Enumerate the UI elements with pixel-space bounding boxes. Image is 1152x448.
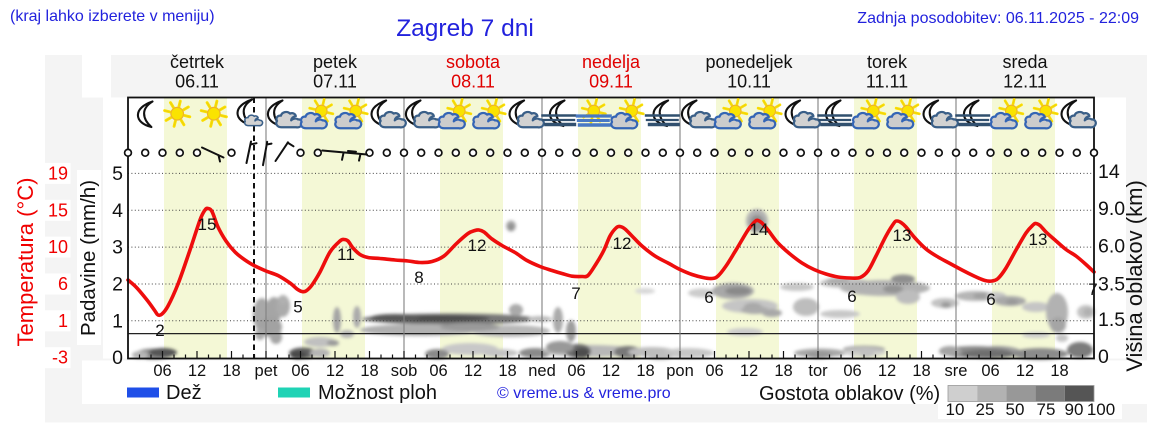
svg-text:100: 100 [1087, 400, 1115, 419]
svg-text:ned: ned [528, 362, 556, 380]
svg-text:petek: petek [313, 52, 358, 72]
svg-text:10.11: 10.11 [727, 72, 771, 92]
svg-text:8: 8 [414, 268, 423, 287]
svg-text:06: 06 [981, 362, 999, 380]
svg-text:četrtek: četrtek [170, 52, 225, 72]
svg-text:6: 6 [58, 274, 68, 294]
svg-text:1: 1 [112, 310, 123, 332]
svg-text:nedelja: nedelja [582, 52, 641, 72]
svg-text:12: 12 [326, 362, 344, 380]
svg-text:18: 18 [1050, 362, 1068, 380]
svg-text:90: 90 [1065, 400, 1084, 419]
svg-text:12: 12 [602, 362, 620, 380]
svg-text:06: 06 [291, 362, 309, 380]
svg-text:5: 5 [112, 163, 123, 185]
svg-text:12: 12 [1016, 362, 1034, 380]
svg-text:(kraj lahko izberete v meniju): (kraj lahko izberete v meniju) [10, 8, 215, 25]
svg-text:6.0: 6.0 [1098, 236, 1125, 258]
svg-text:18: 18 [774, 362, 792, 380]
svg-text:08.11: 08.11 [451, 72, 495, 92]
svg-text:13: 13 [1029, 230, 1048, 249]
svg-text:50: 50 [1006, 400, 1025, 419]
svg-text:18: 18 [360, 362, 378, 380]
svg-text:1.5: 1.5 [1098, 309, 1125, 331]
svg-text:7: 7 [571, 284, 580, 303]
svg-text:18: 18 [498, 362, 516, 380]
svg-text:Zagreb 7 dni: Zagreb 7 dni [396, 15, 534, 42]
svg-text:6: 6 [704, 288, 713, 307]
svg-text:Gostota oblakov (%): Gostota oblakov (%) [759, 383, 940, 405]
svg-text:2: 2 [155, 321, 164, 340]
svg-text:07.11: 07.11 [313, 72, 357, 92]
svg-text:15: 15 [48, 200, 68, 220]
svg-text:06.11: 06.11 [175, 72, 219, 92]
svg-text:9.0: 9.0 [1098, 198, 1125, 220]
svg-text:06: 06 [429, 362, 447, 380]
svg-text:25: 25 [976, 400, 995, 419]
svg-text:13: 13 [893, 226, 912, 245]
svg-text:12: 12 [613, 234, 632, 253]
svg-text:06: 06 [705, 362, 723, 380]
svg-text:tor: tor [808, 362, 828, 380]
svg-text:12.11: 12.11 [1003, 72, 1047, 92]
svg-text:pet: pet [255, 362, 278, 380]
svg-text:sre: sre [945, 362, 968, 380]
svg-text:7: 7 [1088, 280, 1097, 299]
svg-text:sob: sob [391, 362, 418, 380]
svg-text:10: 10 [48, 237, 68, 257]
svg-text:14: 14 [750, 220, 769, 239]
svg-text:09.11: 09.11 [589, 72, 633, 92]
svg-text:12: 12 [188, 362, 206, 380]
svg-text:19: 19 [48, 163, 68, 183]
svg-text:2: 2 [112, 274, 123, 296]
svg-text:0: 0 [1098, 346, 1109, 368]
svg-text:Možnost ploh: Možnost ploh [318, 382, 437, 404]
svg-text:18: 18 [912, 362, 930, 380]
svg-text:0: 0 [112, 347, 123, 369]
svg-text:sreda: sreda [1002, 52, 1048, 72]
svg-text:12: 12 [878, 362, 896, 380]
svg-text:06: 06 [153, 362, 171, 380]
svg-text:75: 75 [1037, 400, 1056, 419]
svg-text:11.11: 11.11 [866, 72, 908, 92]
svg-text:Zadnja posodobitev: 06.11.2025: Zadnja posodobitev: 06.11.2025 - 22:09 [857, 10, 1139, 27]
svg-text:sobota: sobota [446, 52, 501, 72]
svg-text:© vreme.us & vreme.pro: © vreme.us & vreme.pro [497, 385, 671, 402]
svg-text:1: 1 [58, 311, 68, 331]
svg-text:12: 12 [464, 362, 482, 380]
svg-text:12: 12 [468, 236, 487, 255]
svg-text:Višina oblakov (km): Višina oblakov (km) [1122, 180, 1147, 372]
svg-text:06: 06 [843, 362, 861, 380]
svg-text:11: 11 [337, 245, 355, 264]
svg-text:-3: -3 [52, 348, 68, 368]
svg-text:5: 5 [293, 298, 302, 317]
svg-text:Temperatura (°C): Temperatura (°C) [13, 178, 38, 347]
svg-text:18: 18 [636, 362, 654, 380]
svg-text:ponedeljek: ponedeljek [705, 52, 793, 72]
svg-text:18: 18 [222, 362, 240, 380]
svg-text:pon: pon [666, 362, 694, 380]
svg-text:Padavine (mm/h): Padavine (mm/h) [77, 180, 100, 336]
svg-text:4: 4 [112, 200, 123, 222]
svg-text:3.5: 3.5 [1098, 274, 1125, 296]
svg-text:3: 3 [112, 237, 123, 259]
svg-text:12: 12 [740, 362, 758, 380]
svg-text:10: 10 [946, 400, 965, 419]
svg-text:14: 14 [1098, 161, 1120, 183]
svg-text:6: 6 [847, 287, 856, 306]
svg-text:15: 15 [198, 215, 217, 234]
svg-text:Dež: Dež [166, 382, 202, 404]
svg-text:06: 06 [567, 362, 585, 380]
svg-text:6: 6 [986, 290, 995, 309]
svg-text:torek: torek [867, 52, 908, 72]
